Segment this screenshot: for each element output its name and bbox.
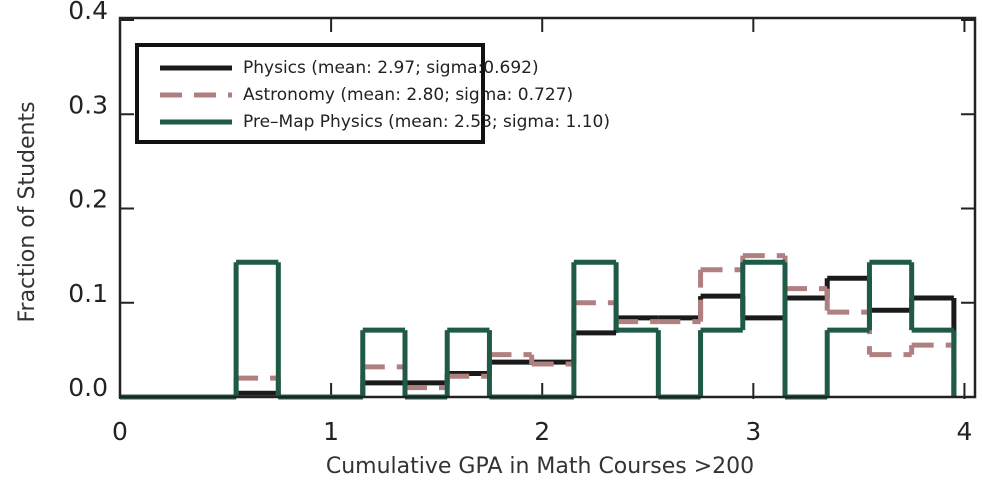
plot-frame [118, 16, 977, 399]
x-tick-label: 0 [112, 417, 128, 446]
y-tick-label: 0.4 [68, 0, 108, 25]
legend-label: Pre–Map Physics (mean: 2.53; sigma: 1.10… [243, 112, 610, 132]
x-tick-label: 3 [745, 417, 761, 446]
x-axis-label: Cumulative GPA in Math Courses >200 [326, 454, 754, 479]
y-axis-label: Fraction of Students [15, 101, 40, 322]
legend-label: Physics (mean: 2.97; sigma:0.692) [243, 58, 539, 78]
x-tick-label: 2 [534, 417, 550, 446]
x-tick-label: 4 [956, 417, 972, 446]
y-tick-label: 0.1 [68, 279, 108, 308]
y-tick-label: 0.0 [68, 373, 108, 402]
legend-label: Astronomy (mean: 2.80; sigma: 0.727) [243, 85, 573, 105]
y-tick-label: 0.3 [68, 90, 108, 119]
x-tick-label: 1 [323, 417, 339, 446]
y-tick-label: 0.2 [68, 185, 108, 214]
